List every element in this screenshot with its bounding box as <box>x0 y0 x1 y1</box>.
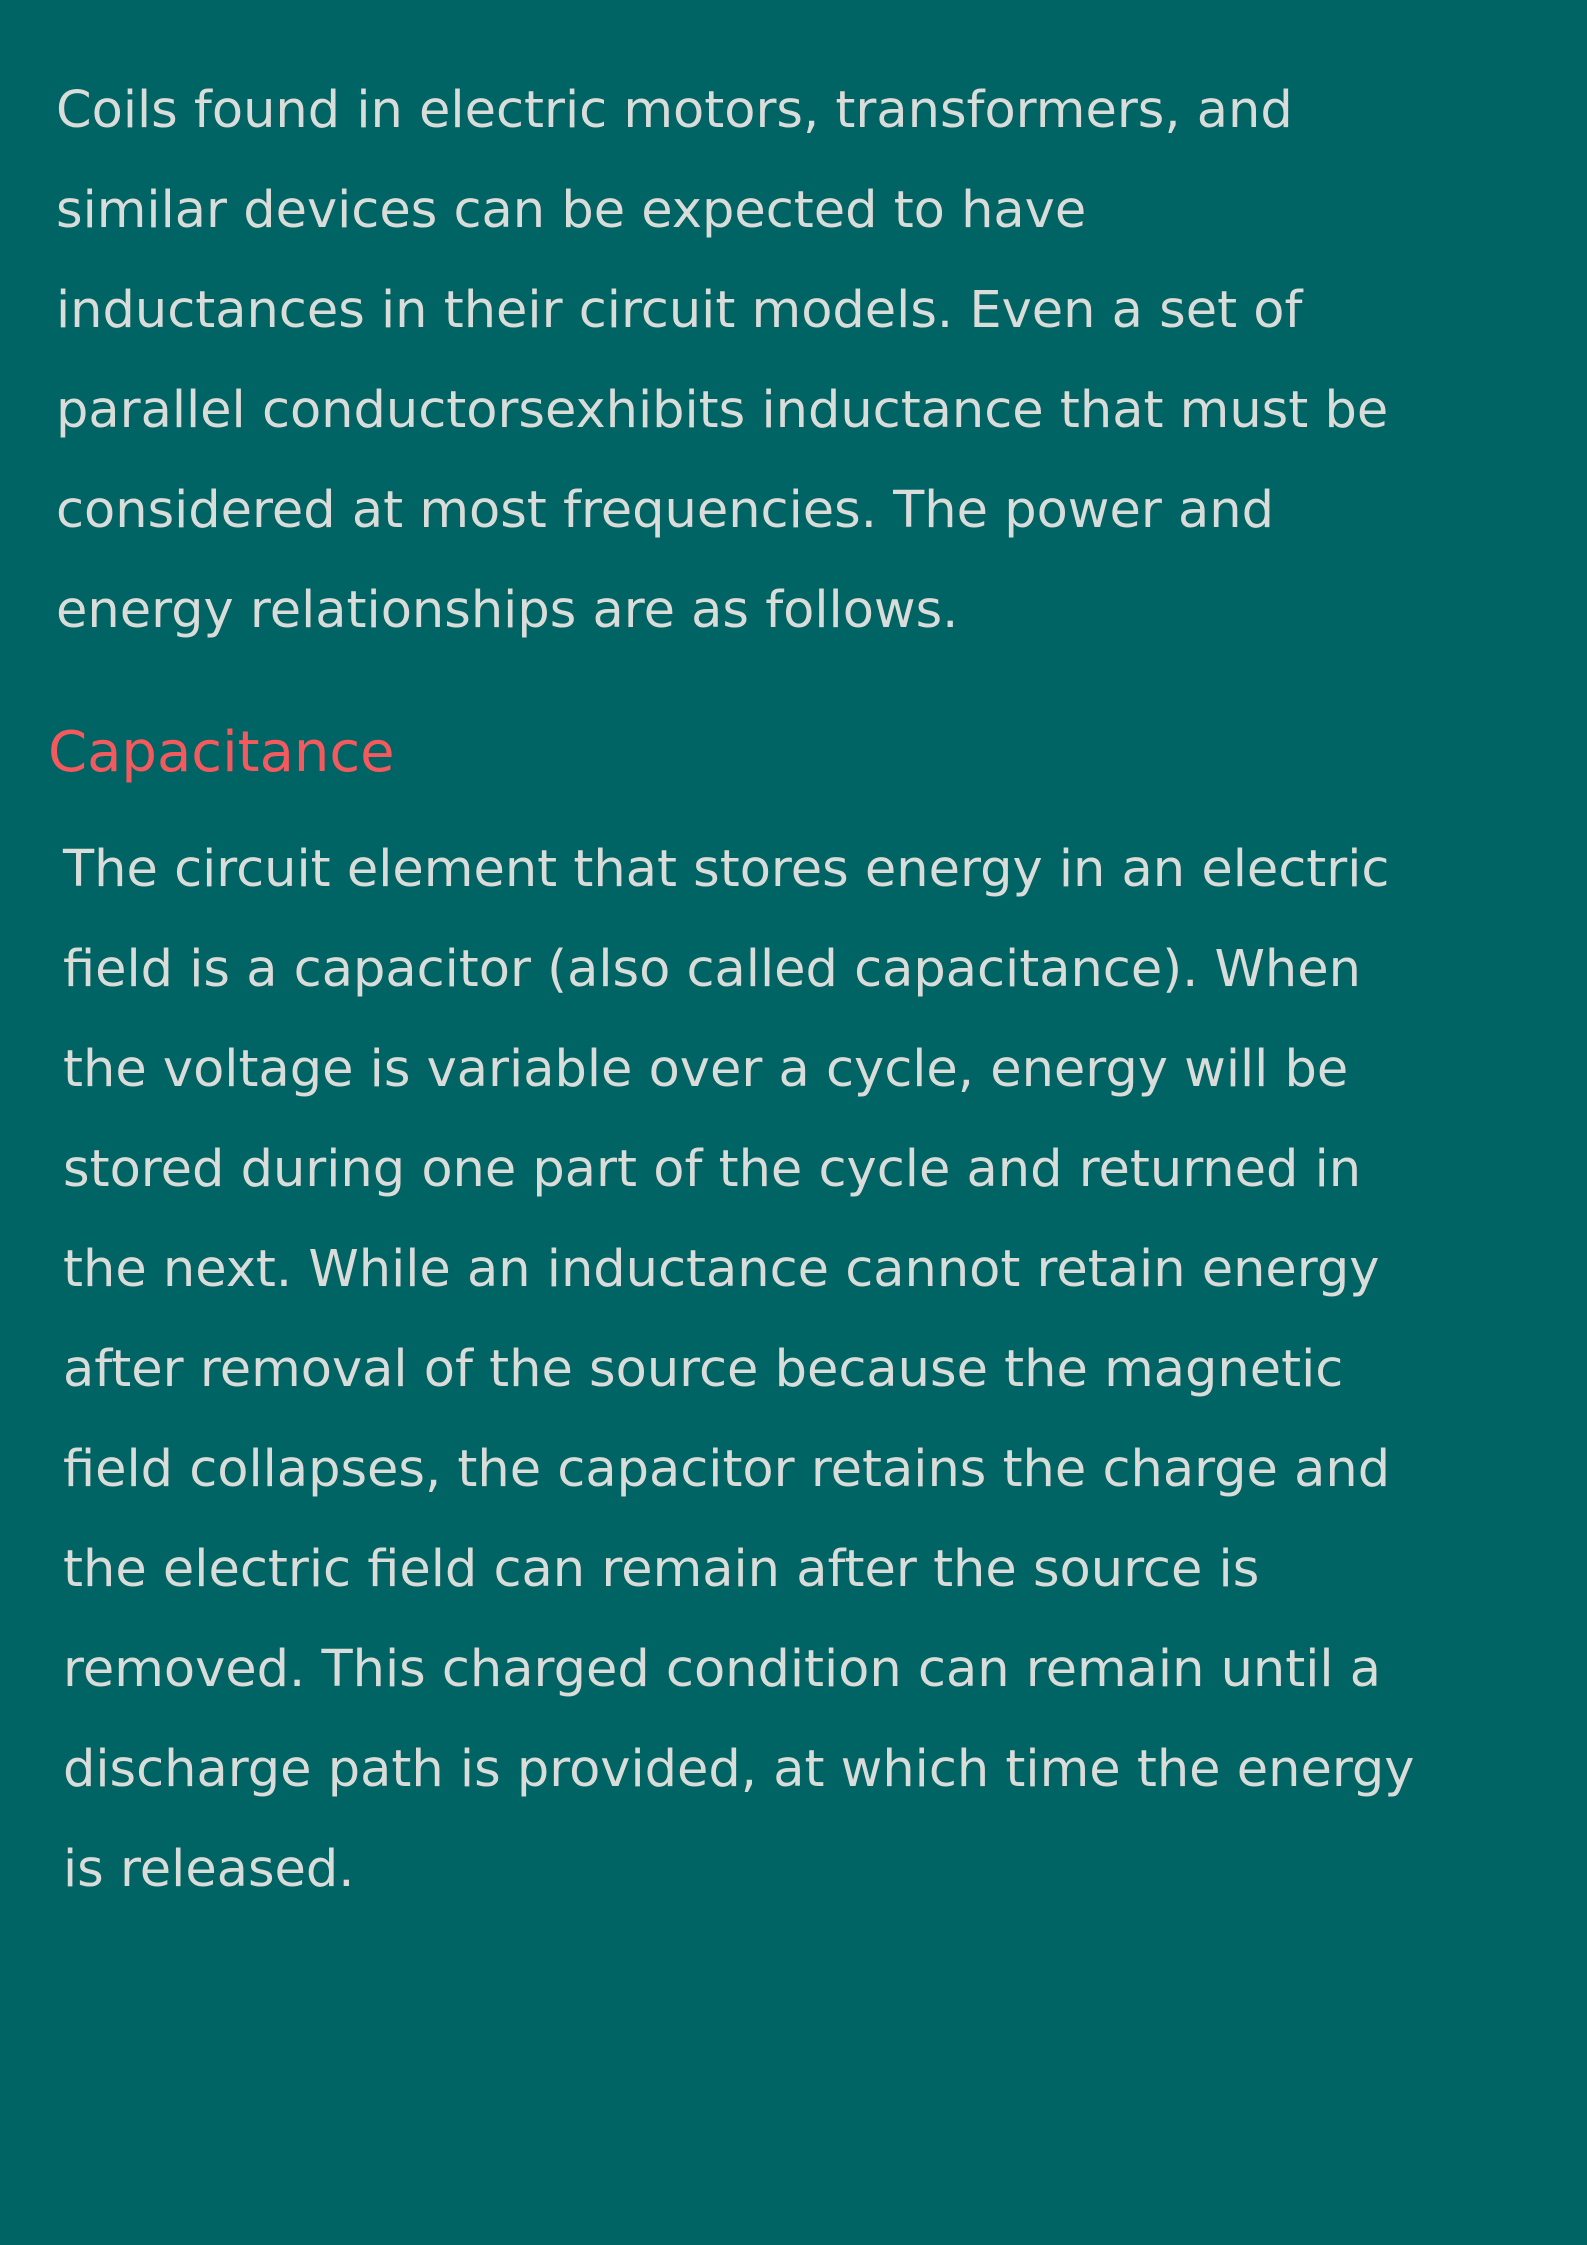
intro-line: Coils found in electric motors, transfor… <box>56 81 1293 140</box>
capacitance-line: after removal of the source because the … <box>63 1340 1344 1399</box>
capacitance-line: The circuit element that stores energy i… <box>63 840 1390 899</box>
capacitance-line: discharge path is provided, at which tim… <box>63 1740 1415 1799</box>
capacitance-line: the next. While an inductance cannot ret… <box>63 1240 1380 1299</box>
capacitance-line: stored during one part of the cycle and … <box>63 1140 1362 1199</box>
capacitance-line: field is a capacitor (also called capaci… <box>63 940 1361 999</box>
capacitance-paragraph: The circuit element that stores energy i… <box>63 820 1414 1920</box>
capacitance-line: the voltage is variable over a cycle, en… <box>63 1040 1349 1099</box>
capacitance-line: field collapses, the capacitor retains t… <box>63 1440 1391 1499</box>
capacitance-line: is released. <box>63 1840 355 1899</box>
section-heading-capacitance: Capacitance <box>48 720 395 785</box>
intro-line: similar devices can be expected to have <box>56 181 1087 240</box>
intro-line: parallel conductorsexhibits inductance t… <box>56 381 1389 440</box>
capacitance-line: removed. This charged condition can rema… <box>63 1640 1382 1699</box>
intro-line: energy relationships are as follows. <box>56 581 959 640</box>
intro-line: considered at most frequencies. The powe… <box>56 481 1274 540</box>
intro-line: inductances in their circuit models. Eve… <box>56 281 1303 340</box>
intro-paragraph: Coils found in electric motors, transfor… <box>56 61 1388 661</box>
capacitance-line: the electric field can remain after the … <box>63 1540 1260 1599</box>
